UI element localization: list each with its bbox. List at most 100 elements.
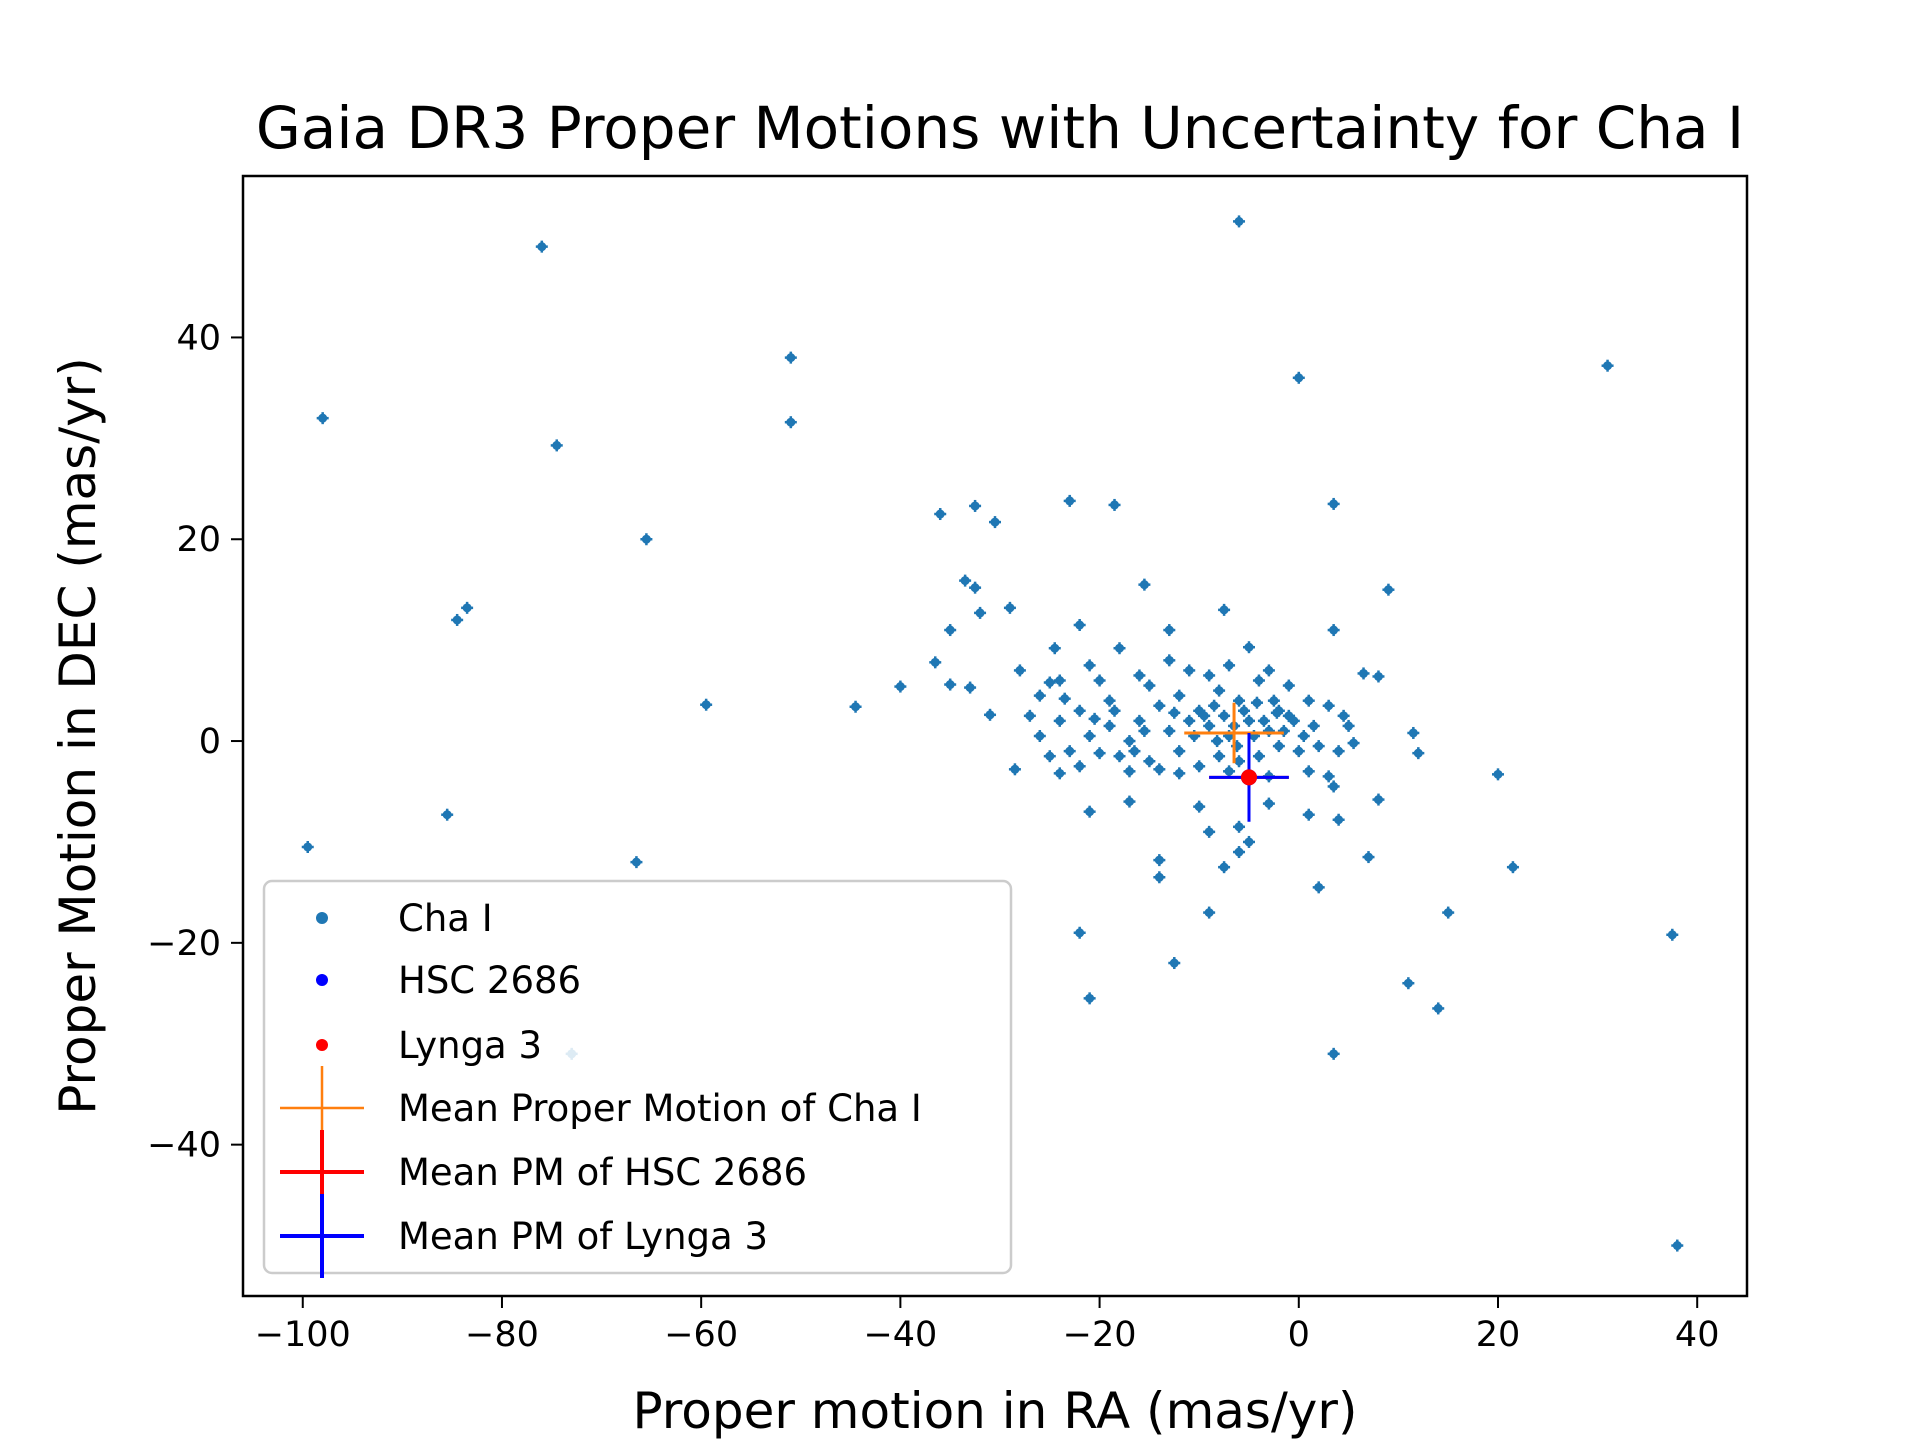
cha-i-point bbox=[1055, 676, 1065, 686]
cha-i-point bbox=[1244, 642, 1254, 652]
cha-i-point bbox=[1259, 716, 1269, 726]
cha-i-point bbox=[1060, 694, 1070, 704]
legend-items: Cha I HSC 2686 Lynga 3 Mean Proper Motion o… bbox=[280, 897, 922, 1278]
cha-i-point bbox=[935, 509, 945, 519]
cha-i-point bbox=[1045, 751, 1055, 761]
cha-i-point bbox=[1272, 708, 1282, 718]
cha-i-point bbox=[1010, 764, 1020, 774]
cha-i-point bbox=[1324, 771, 1334, 781]
cha-i-point bbox=[537, 242, 547, 252]
cha-i-point bbox=[1169, 708, 1179, 718]
legend-box bbox=[262, 879, 1013, 1275]
cha-i-point bbox=[1199, 711, 1209, 721]
cha-i-point bbox=[1373, 671, 1383, 681]
x-tick-label: −40 bbox=[863, 1315, 937, 1355]
y-tick-label: −20 bbox=[147, 924, 221, 964]
cha-i-point bbox=[1154, 701, 1164, 711]
cha-i-point bbox=[1075, 928, 1085, 938]
cha-i-point bbox=[1164, 625, 1174, 635]
cha-i-point bbox=[1075, 761, 1085, 771]
cha-i-point bbox=[945, 680, 955, 690]
cha-i-point bbox=[303, 842, 313, 852]
cha-i-point bbox=[1050, 643, 1060, 653]
cha-i-point bbox=[1194, 802, 1204, 812]
cha-i-point bbox=[1349, 738, 1359, 748]
cha-i-point bbox=[1254, 751, 1264, 761]
y-tick-label: 0 bbox=[199, 722, 221, 762]
cha-i-point bbox=[1373, 795, 1383, 805]
x-tick-label: −20 bbox=[1063, 1315, 1137, 1355]
cha-i-point bbox=[1169, 958, 1179, 968]
cha-i-point bbox=[970, 501, 980, 511]
cha-i-point bbox=[1110, 706, 1120, 716]
cha-i-point bbox=[631, 857, 641, 867]
x-tick-label: 40 bbox=[1675, 1315, 1720, 1355]
cha-i-point bbox=[990, 517, 1000, 527]
errorbars-layer bbox=[1184, 702, 1289, 822]
cha-i-point bbox=[1115, 751, 1125, 761]
cha-i-point bbox=[1508, 862, 1518, 872]
cha-i-point bbox=[970, 583, 980, 593]
cha-i-point bbox=[895, 682, 905, 692]
cha-i-point bbox=[1234, 696, 1244, 706]
cha-i-point bbox=[1139, 580, 1149, 590]
chart-title: Gaia DR3 Proper Motions with Uncertainty… bbox=[256, 94, 1744, 162]
cha-i-point bbox=[1124, 766, 1134, 776]
cha-i-point bbox=[1493, 769, 1503, 779]
cha-i-point bbox=[1035, 731, 1045, 741]
cha-i-point bbox=[1129, 746, 1139, 756]
legend-label-mean-hsc-2686: Mean PM of HSC 2686 bbox=[398, 1151, 807, 1194]
cha-i-point bbox=[1252, 698, 1262, 708]
cha-i-point bbox=[1254, 676, 1264, 686]
cha-i-point bbox=[1204, 721, 1214, 731]
cha-i-point bbox=[1364, 852, 1374, 862]
cha-i-point bbox=[1299, 731, 1309, 741]
legend-label-mean-lynga-3: Mean PM of Lynga 3 bbox=[398, 1215, 768, 1258]
cha-i-point bbox=[1194, 761, 1204, 771]
cha-i-point bbox=[1219, 862, 1229, 872]
cha-i-point bbox=[1403, 978, 1413, 988]
cha-i-point bbox=[1075, 706, 1085, 716]
cha-i-point bbox=[1154, 872, 1164, 882]
legend: Cha I HSC 2686 Lynga 3 Mean Proper Motion o… bbox=[262, 879, 1013, 1278]
cha-i-point bbox=[1139, 726, 1149, 736]
cha-i-point bbox=[1244, 837, 1254, 847]
cha-i-point bbox=[985, 710, 995, 720]
cha-i-point bbox=[945, 625, 955, 635]
cha-i-point bbox=[1214, 686, 1224, 696]
cha-i-point bbox=[1304, 696, 1314, 706]
cha-i-point bbox=[552, 440, 562, 450]
cha-i-point bbox=[1244, 716, 1254, 726]
legend-marker-cha-i bbox=[316, 912, 328, 924]
cha-i-point bbox=[1075, 620, 1085, 630]
cha-i-point bbox=[1174, 691, 1184, 701]
cha-i-point bbox=[1433, 1003, 1443, 1013]
cha-i-point bbox=[786, 417, 796, 427]
plot-frame bbox=[241, 174, 1749, 1298]
cha-i-point bbox=[1339, 711, 1349, 721]
cha-i-point bbox=[1329, 781, 1339, 791]
cha-i-point bbox=[1065, 496, 1075, 506]
cha-i-point bbox=[1264, 665, 1274, 675]
cha-i-point bbox=[1025, 711, 1035, 721]
lynga-3-point bbox=[1240, 769, 1257, 786]
cha-i-point bbox=[1603, 361, 1613, 371]
cha-i-point bbox=[1294, 746, 1304, 756]
cha-i-point bbox=[1294, 373, 1304, 383]
cha-i-point bbox=[442, 810, 452, 820]
cha-i-point bbox=[1134, 716, 1144, 726]
cha-i-point bbox=[1085, 660, 1095, 670]
legend-marker-hsc-2686 bbox=[316, 974, 328, 986]
cha-i-point bbox=[1269, 696, 1279, 706]
cha-i-point bbox=[1212, 736, 1222, 746]
cha-i-point bbox=[1154, 764, 1164, 774]
cha-i-point bbox=[1274, 741, 1284, 751]
cha-i-point bbox=[1224, 766, 1234, 776]
cha-i-point bbox=[1359, 668, 1369, 678]
cha-i-point bbox=[701, 700, 711, 710]
plot-area bbox=[241, 174, 1749, 1298]
cha-i-point bbox=[1045, 678, 1055, 688]
cha-i-point bbox=[1667, 930, 1677, 940]
cha-i-point bbox=[1219, 605, 1229, 615]
